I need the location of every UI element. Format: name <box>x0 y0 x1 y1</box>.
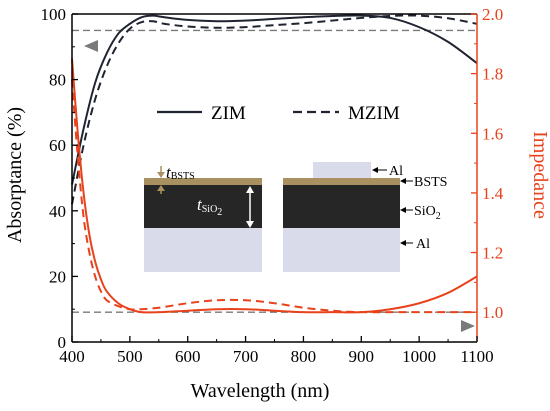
y-axis-right-title: Impedance <box>529 131 550 219</box>
series-right-solid <box>71 58 478 314</box>
reference-lines <box>72 29 477 313</box>
label-arrow-sio2 <box>400 207 413 213</box>
series-right-dashed <box>71 79 477 314</box>
left-arrow-marker <box>84 40 98 52</box>
y-axis-right: 1.0 1.2 1.4 1.6 1.8 2.0 <box>471 5 504 322</box>
bsts-thickness-arrow <box>157 166 165 194</box>
label-arrow-al-top <box>372 167 387 173</box>
inset-label-sio2: SiO2 <box>414 204 441 222</box>
label-arrow-bsts <box>400 178 413 184</box>
legend-solid-label: ZIM <box>211 103 246 124</box>
x-tick-label: 1000 <box>402 347 436 366</box>
y-left-tick-label: 100 <box>41 5 67 24</box>
x-tick-label: 1100 <box>460 347 493 366</box>
y-axis-left: 0 20 40 60 80 100 <box>41 5 78 352</box>
inset-right-al-layer <box>283 228 400 272</box>
y-left-tick-label: 80 <box>49 71 66 90</box>
x-tick-label: 900 <box>349 347 375 366</box>
label-arrow-al-bottom <box>400 240 413 246</box>
y-axis-left-title: Absorptance (%) <box>4 107 26 243</box>
y-left-tick-label: 20 <box>49 267 66 286</box>
x-tick-label: 500 <box>117 347 143 366</box>
legend: ZIM MZIM <box>157 103 400 124</box>
y-left-tick-label: 40 <box>49 202 66 221</box>
series-left-dashed <box>71 14 478 205</box>
series-layer <box>71 14 478 314</box>
inset-label-al-top: Al <box>389 164 403 179</box>
y-right-tick-label: 2.0 <box>482 5 503 24</box>
y-left-tick-label: 60 <box>49 136 66 155</box>
y-right-tick-label: 1.8 <box>482 65 503 84</box>
sio2-thickness-label: tSiO2 <box>197 195 222 218</box>
x-tick-label: 600 <box>175 347 201 366</box>
x-tick-label: 400 <box>59 347 85 366</box>
inset-left-al-layer <box>144 228 262 272</box>
inset-label-al-bottom: Al <box>416 237 430 252</box>
bsts-thickness-label: tBSTS <box>166 163 195 182</box>
y-right-tick-label: 1.4 <box>482 184 504 203</box>
inset-right-al-patch <box>313 162 371 178</box>
legend-dashed-label: MZIM <box>348 103 400 124</box>
y-left-tick-label: 0 <box>58 333 67 352</box>
inset-left-sio2-layer <box>144 185 262 228</box>
x-tick-label: 800 <box>291 347 317 366</box>
inset-right-bsts-layer <box>283 178 400 185</box>
inset-label-bsts: BSTS <box>414 175 447 190</box>
x-axis-title: Wavelength (nm) <box>191 380 330 402</box>
inset-left-bsts-layer <box>144 178 262 185</box>
y-right-tick-label: 1.0 <box>482 303 503 322</box>
right-arrow-marker <box>461 320 475 332</box>
sio2-thickness-arrow <box>246 186 254 228</box>
x-tick-label: 700 <box>233 347 259 366</box>
y-right-tick-label: 1.2 <box>482 244 503 263</box>
inset-right-sio2-layer <box>283 185 400 228</box>
inset-diagram: tBSTS tSiO2 Al BSTS SiO2 <box>144 162 447 272</box>
series-left-solid <box>71 14 478 185</box>
x-axis: 400 500 600 700 800 900 1000 1100 <box>59 336 494 366</box>
y-right-tick-label: 1.6 <box>482 124 503 143</box>
